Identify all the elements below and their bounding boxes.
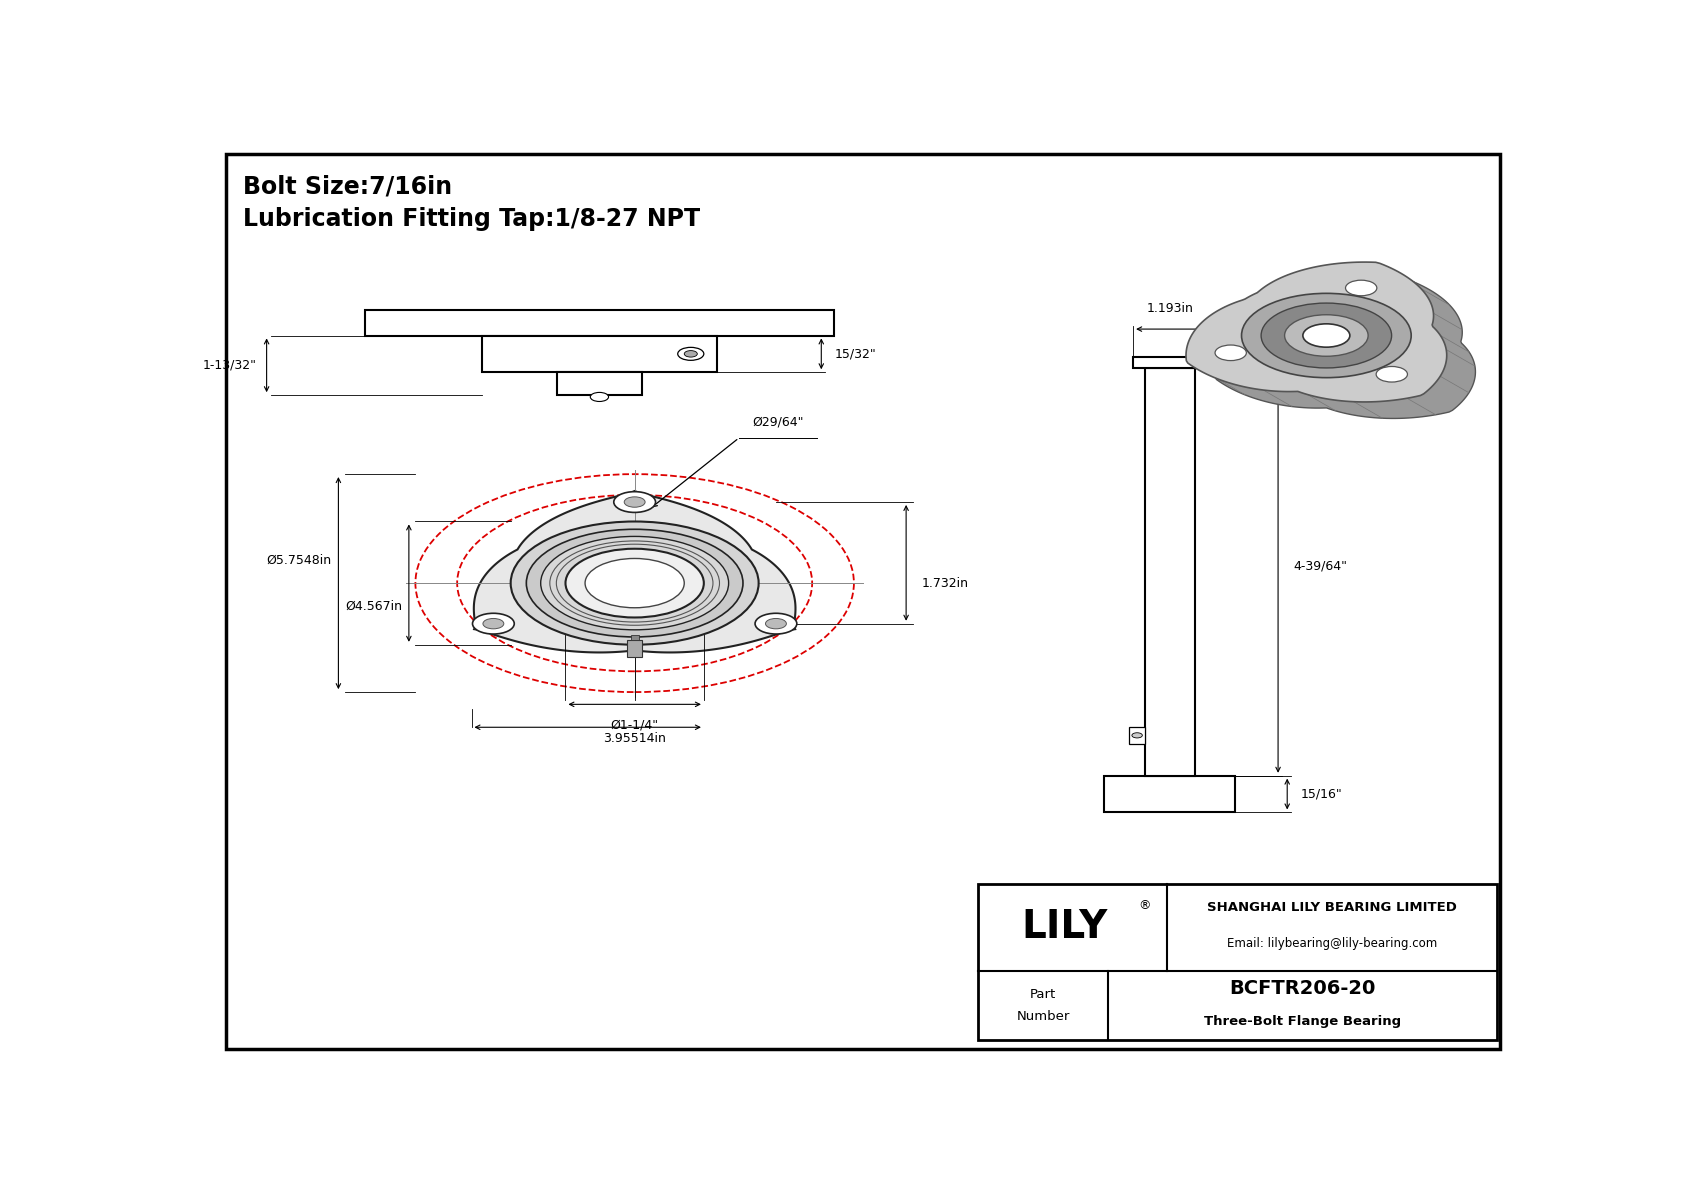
Text: 4-39/64": 4-39/64" xyxy=(1293,560,1347,573)
Bar xyxy=(482,336,717,373)
Ellipse shape xyxy=(1261,303,1391,368)
Text: Ø1-1/4": Ø1-1/4" xyxy=(611,718,658,731)
Ellipse shape xyxy=(473,613,514,634)
Bar xyxy=(557,373,642,395)
Ellipse shape xyxy=(1376,367,1408,382)
Text: 1.193in: 1.193in xyxy=(1147,303,1194,316)
Bar xyxy=(632,635,638,640)
Ellipse shape xyxy=(584,559,684,607)
Ellipse shape xyxy=(483,618,504,629)
Text: LILY: LILY xyxy=(1022,909,1108,947)
Text: Three-Bolt Flange Bearing: Three-Bolt Flange Bearing xyxy=(1204,1016,1401,1029)
Ellipse shape xyxy=(510,522,759,644)
Ellipse shape xyxy=(1303,324,1351,348)
Ellipse shape xyxy=(613,492,655,512)
Text: 1-13/32": 1-13/32" xyxy=(202,358,256,372)
Polygon shape xyxy=(473,491,795,653)
Text: BCFTR206-20: BCFTR206-20 xyxy=(1229,979,1376,998)
Bar xyxy=(1105,775,1234,812)
Text: 1.732in: 1.732in xyxy=(921,576,968,590)
Ellipse shape xyxy=(1346,280,1378,295)
Bar xyxy=(1130,727,1145,743)
Text: 3.95514in: 3.95514in xyxy=(603,731,667,744)
Ellipse shape xyxy=(766,618,786,629)
Text: ®: ® xyxy=(1138,899,1150,912)
Text: 15/32": 15/32" xyxy=(834,348,876,361)
Text: Part: Part xyxy=(1031,987,1056,1000)
Text: Number: Number xyxy=(1017,1010,1069,1023)
Ellipse shape xyxy=(527,529,743,637)
Ellipse shape xyxy=(1285,314,1367,356)
Text: Email: lilybearing@lily-bearing.com: Email: lilybearing@lily-bearing.com xyxy=(1228,937,1438,950)
Text: Ø29/64": Ø29/64" xyxy=(753,416,803,429)
Text: SHANGHAI LILY BEARING LIMITED: SHANGHAI LILY BEARING LIMITED xyxy=(1207,900,1457,913)
Bar xyxy=(626,640,643,656)
Bar xyxy=(978,884,1497,1040)
Text: Lubrication Fitting Tap:1/8-27 NPT: Lubrication Fitting Tap:1/8-27 NPT xyxy=(242,207,701,231)
Ellipse shape xyxy=(1241,293,1411,378)
Text: 15/16": 15/16" xyxy=(1300,787,1342,800)
Text: Bolt Size:7/16in: Bolt Size:7/16in xyxy=(242,174,453,198)
Bar xyxy=(1133,356,1206,368)
Ellipse shape xyxy=(677,348,704,361)
Bar xyxy=(364,310,834,336)
Ellipse shape xyxy=(625,497,645,507)
Text: Ø5.7548in: Ø5.7548in xyxy=(266,554,332,567)
Ellipse shape xyxy=(541,536,729,630)
Polygon shape xyxy=(1214,279,1475,418)
Ellipse shape xyxy=(754,613,797,634)
Ellipse shape xyxy=(1216,345,1246,361)
Polygon shape xyxy=(1186,262,1447,401)
Ellipse shape xyxy=(684,350,697,357)
Text: Ø4.567in: Ø4.567in xyxy=(345,599,402,612)
Bar xyxy=(1145,368,1194,775)
Ellipse shape xyxy=(566,549,704,617)
Ellipse shape xyxy=(1132,732,1142,738)
Ellipse shape xyxy=(591,392,608,401)
